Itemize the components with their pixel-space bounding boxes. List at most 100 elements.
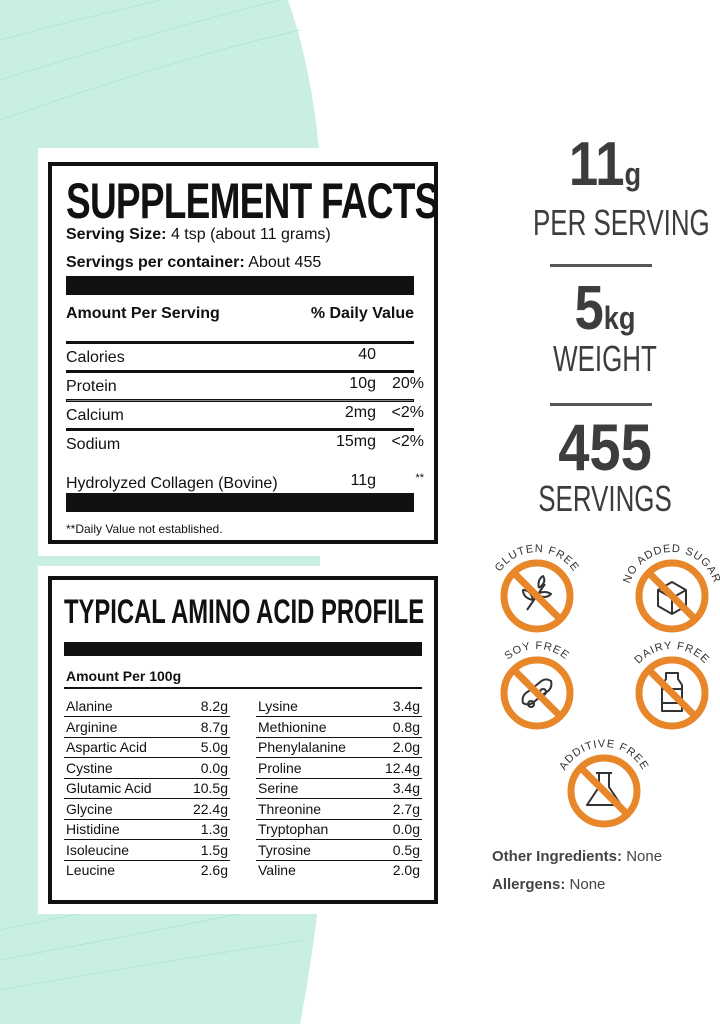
amino-name: Phenylalanine — [258, 739, 346, 755]
amino-name: Proline — [258, 759, 302, 776]
amino-value: 2.7g — [392, 800, 420, 817]
servings-label: SERVINGS — [538, 478, 672, 519]
amino-title: TYPICAL AMINO ACID PROFILE — [64, 593, 425, 631]
divider-line — [66, 399, 414, 402]
amino-value: 0.0g — [200, 759, 228, 776]
badge-additive-free: ADDITIVE FREE — [557, 738, 650, 828]
nutrient-name: Calcium — [66, 407, 124, 424]
amino-value: 2.6g — [200, 862, 228, 878]
amino-name: Threonine — [258, 800, 322, 817]
amino-value: 2.0g — [392, 739, 420, 755]
row-divider — [256, 818, 422, 820]
amino-header: Amount Per 100g — [66, 668, 182, 684]
amino-name: Cystine — [66, 759, 113, 776]
serving-size-value: 4 tsp (about 11 grams) — [170, 226, 331, 243]
servings-value: About 455 — [248, 254, 322, 271]
footnote: **Daily Value not established. — [66, 522, 223, 536]
amino-value: 0.0g — [392, 821, 420, 837]
badge-label: GLUTEN FREE — [493, 543, 582, 574]
servings-label: Servings per container: — [66, 254, 245, 271]
amino-value: 8.7g — [200, 718, 228, 735]
amino-value: 22.4g — [192, 800, 228, 817]
divider — [550, 264, 652, 267]
row-divider — [256, 716, 422, 717]
row-divider — [64, 716, 230, 717]
dv-header: % Daily Value — [310, 305, 414, 322]
badge-no-added-sugar: NO ADDED SUGAR — [621, 543, 720, 633]
amount-header: Amount Per Serving — [66, 305, 220, 322]
amino-value: 12.4g — [384, 759, 420, 776]
prohibited-circle-icon — [500, 656, 574, 730]
amino-value: 0.8g — [392, 718, 420, 735]
prohibited-circle-icon — [635, 559, 709, 633]
row-divider — [64, 777, 230, 779]
other-ingredients-value: None — [626, 848, 663, 865]
nutrient-dv: ** — [415, 472, 424, 484]
amino-name: Glutamic Acid — [66, 780, 152, 796]
amino-value: 3.4g — [392, 698, 420, 714]
amino-name: Alanine — [66, 698, 113, 714]
row-divider — [64, 736, 230, 738]
amino-value: 1.5g — [200, 841, 228, 858]
amino-name: Aspartic Acid — [66, 739, 147, 755]
weight-label: WEIGHT — [553, 338, 657, 379]
amino-acid-box: TYPICAL AMINO ACID PROFILE Amount Per 10… — [48, 576, 438, 904]
divider — [550, 403, 652, 406]
row-divider — [256, 859, 422, 861]
nutrient-name: Protein — [66, 378, 117, 395]
divider-line — [64, 687, 422, 689]
other-ingredients-label: Other Ingredients: — [492, 848, 623, 865]
prohibited-circle-icon — [500, 559, 574, 633]
amino-value: 0.5g — [392, 841, 420, 858]
row-divider — [256, 777, 422, 779]
amino-name: Isoleucine — [66, 841, 130, 858]
amino-value: 3.4g — [392, 780, 420, 796]
nutrient-name: Calories — [66, 349, 125, 366]
divider-line — [66, 428, 414, 431]
row-divider — [256, 798, 422, 799]
divider-bar — [64, 642, 422, 656]
nutrient-amount: 15mg — [335, 433, 376, 450]
nutrient-amount: 10g — [349, 375, 376, 392]
amino-name: Tryptophan — [258, 821, 329, 837]
divider-bar — [66, 276, 414, 295]
amino-value: 8.2g — [200, 698, 228, 714]
supplement-facts-box: SUPPLEMENT FACTS Serving Size: 4 tsp (ab… — [48, 162, 439, 544]
weight-stat: 5kg — [574, 274, 636, 343]
row-divider — [64, 818, 230, 820]
nutrient-amount: 2mg — [344, 404, 376, 421]
badge-soy-free: SOY FREE — [500, 640, 574, 730]
serving-size-label: Serving Size: — [66, 226, 167, 243]
row-divider — [64, 859, 230, 861]
amino-value: 5.0g — [200, 739, 228, 755]
amino-value: 1.3g — [200, 821, 228, 837]
amino-value: 2.0g — [392, 862, 420, 878]
amino-name: Tyrosine — [258, 841, 311, 858]
divider-line — [66, 370, 414, 373]
amino-name: Arginine — [66, 718, 118, 735]
supplement-facts-title: SUPPLEMENT FACTS — [66, 173, 439, 229]
badge-gluten-free: GLUTEN FREE — [493, 543, 582, 633]
amino-name: Lysine — [258, 698, 298, 714]
row-divider — [64, 798, 230, 799]
allergens-value: None — [569, 876, 606, 893]
row-divider — [256, 757, 422, 758]
row-divider — [64, 839, 230, 840]
nutrient-dv: <2% — [391, 404, 424, 421]
nutrient-name: Hydrolyzed Collagen (Bovine) — [66, 475, 278, 492]
amino-name: Valine — [258, 862, 296, 878]
allergens-label: Allergens: — [492, 876, 566, 893]
nutrient-dv: <2% — [391, 433, 424, 450]
divider-line — [66, 341, 414, 344]
prohibited-circle-icon — [635, 656, 709, 730]
amino-name: Glycine — [66, 800, 113, 817]
nutrient-amount: 11g — [350, 472, 376, 489]
amino-name: Histidine — [66, 821, 120, 837]
row-divider — [256, 736, 422, 738]
row-divider — [256, 839, 422, 840]
amino-name: Leucine — [66, 862, 116, 878]
prohibited-circle-icon — [567, 754, 641, 828]
serving-stat: 11g — [568, 130, 642, 199]
badge-dairy-free: DAIRY FREE — [632, 640, 711, 730]
